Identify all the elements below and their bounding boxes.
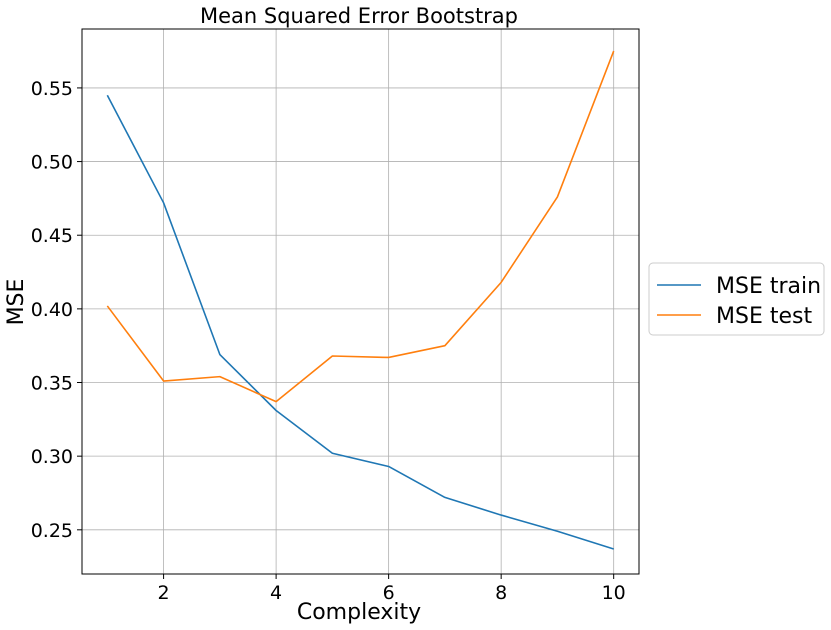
- y-axis-label: MSE: [4, 279, 29, 326]
- legend: MSE train MSE test: [648, 262, 825, 336]
- y-tick-label: 0.40: [31, 299, 73, 321]
- x-tick-label: 8: [495, 582, 507, 604]
- x-tick-label: 6: [383, 582, 395, 604]
- grid-lines: [82, 29, 639, 574]
- legend-label: MSE test: [716, 304, 812, 329]
- legend-box: [648, 262, 825, 336]
- y-tick-label: 0.25: [31, 520, 73, 542]
- x-tick-label: 2: [158, 582, 170, 604]
- y-axis: 0.25 0.30 0.35 0.40 0.45 0.50 0.55: [31, 78, 82, 542]
- y-tick-label: 0.50: [31, 152, 73, 174]
- series-line-mse-test: [106, 50, 615, 403]
- series-line-mse-train: [106, 94, 614, 550]
- chart-title: Mean Squared Error Bootstrap: [200, 4, 518, 28]
- legend-label: MSE train: [716, 274, 821, 299]
- y-tick-label: 0.35: [31, 373, 73, 395]
- y-tick-label: 0.55: [31, 78, 73, 100]
- series-layer: [106, 50, 615, 550]
- y-tick-label: 0.45: [31, 225, 73, 247]
- x-axis-label: Complexity: [297, 600, 421, 625]
- y-tick-label: 0.30: [31, 446, 73, 468]
- x-axis: 2 4 6 8 10: [158, 574, 626, 604]
- plot-frame: [81, 28, 640, 575]
- x-tick-label: 4: [270, 582, 282, 604]
- x-tick-label: 10: [602, 582, 626, 604]
